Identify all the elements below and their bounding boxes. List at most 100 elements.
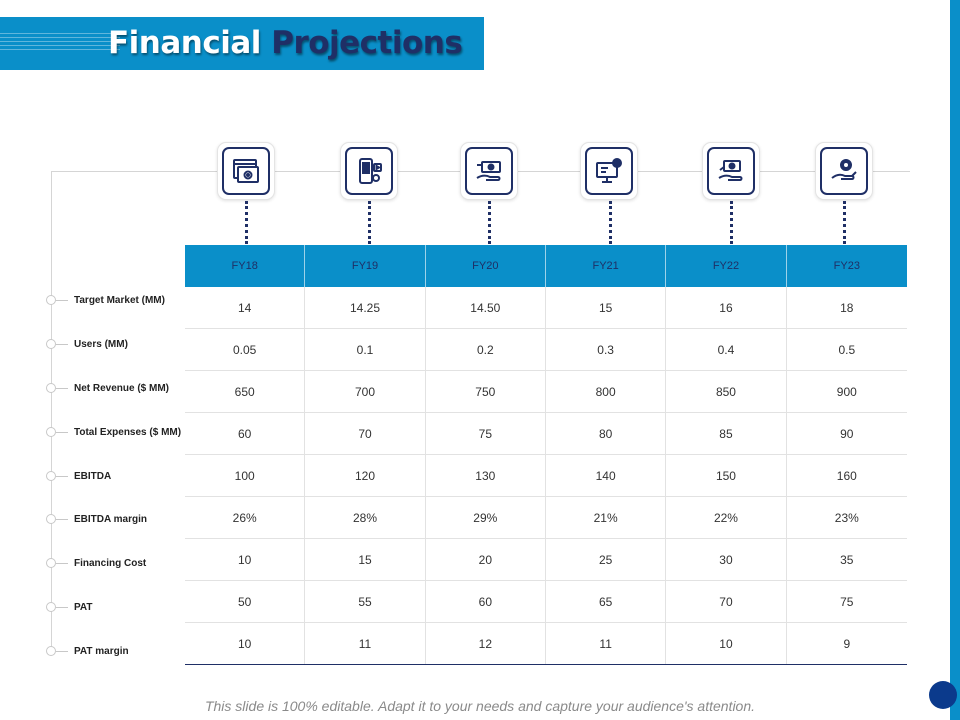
dotted-connector xyxy=(488,201,491,244)
table-cell: 0.2 xyxy=(426,329,546,370)
row-label-financing-cost: Financing Cost xyxy=(46,556,146,570)
table-cell: 70 xyxy=(305,413,426,454)
row-label-target-market: Target Market (MM) xyxy=(46,293,165,307)
table-cell: 55 xyxy=(305,581,426,622)
projections-table: FY18 FY19 FY20 FY21 FY22 FY23 14 14.25 1… xyxy=(185,245,907,665)
row-label-users: Users (MM) xyxy=(46,337,128,351)
table-cell: 16 xyxy=(666,287,787,328)
table-cell: 0.05 xyxy=(185,329,306,370)
table-cell: 60 xyxy=(185,413,306,454)
column-header: FY21 xyxy=(546,245,667,287)
right-accent-bar xyxy=(950,0,960,720)
monitor-code-gear-icon xyxy=(580,142,638,200)
table-cell: 0.1 xyxy=(305,329,426,370)
table-cell: 120 xyxy=(305,455,426,496)
table-cell: 850 xyxy=(666,371,787,412)
title-part-1: Financial xyxy=(108,25,261,61)
table-row: 60 70 75 80 85 90 xyxy=(185,413,907,455)
dotted-connector xyxy=(730,201,733,244)
page-title: Financial Projections xyxy=(108,25,463,61)
table-cell: 650 xyxy=(185,371,306,412)
row-label-text: EBITDA xyxy=(74,470,112,482)
dotted-connector xyxy=(843,201,846,244)
row-label-pat: PAT xyxy=(46,600,93,614)
table-cell: 11 xyxy=(546,623,667,664)
phone-media-icon xyxy=(340,142,398,200)
table-cell: 85 xyxy=(666,413,787,454)
table-cell: 140 xyxy=(546,455,667,496)
table-cell: 10 xyxy=(185,539,306,580)
row-label-ebitda: EBITDA xyxy=(46,469,111,483)
table-cell: 75 xyxy=(840,594,854,609)
corner-dot xyxy=(929,681,957,709)
table-cell: 30 xyxy=(666,539,787,580)
table-cell: 10 xyxy=(666,623,787,664)
row-label-text: EBITDA margin xyxy=(74,513,147,525)
column-header: FY22 xyxy=(666,245,787,287)
table-row: 14 14.25 14.50 15 16 18 xyxy=(185,287,907,329)
row-stub xyxy=(56,650,68,652)
table-cell: 14 xyxy=(185,287,306,328)
table-cell: 11 xyxy=(305,623,426,664)
row-stub xyxy=(56,299,68,301)
row-label-text: Net Revenue ($ MM) xyxy=(74,382,170,394)
footer-note: This slide is 100% editable. Adapt it to… xyxy=(204,698,756,714)
table-cell: 75 xyxy=(426,413,546,454)
table-cell: 26% xyxy=(185,497,306,538)
row-knob xyxy=(46,646,56,656)
table-cell: 9 xyxy=(843,636,851,651)
row-stub xyxy=(56,431,68,433)
table-cell: 35 xyxy=(840,552,854,567)
row-label-ebitda-margin: EBITDA margin xyxy=(46,512,147,526)
table-cell: 65 xyxy=(546,581,667,622)
table-row: 26% 28% 29% 21% 22% 23% xyxy=(185,497,907,539)
title-stripes xyxy=(0,33,120,53)
row-label-text: Financing Cost xyxy=(74,557,147,569)
table-header: FY18 FY19 FY20 FY21 FY22 FY23 xyxy=(185,245,907,287)
table-cell: 18 xyxy=(840,300,854,315)
table-cell: 160 xyxy=(836,468,857,483)
table-cell: 130 xyxy=(426,455,546,496)
table-cell: 750 xyxy=(426,371,546,412)
row-knob xyxy=(46,514,56,524)
table-cell: 90 xyxy=(840,426,854,441)
row-label-text: Users (MM) xyxy=(74,338,128,350)
table-cell: 14.25 xyxy=(305,287,426,328)
browser-settings-icon xyxy=(217,142,275,200)
hand-cash-icon xyxy=(702,142,760,200)
table-cell: 23% xyxy=(834,510,859,525)
table-cell: 10 xyxy=(185,623,306,664)
row-knob xyxy=(46,471,56,481)
table-row: 50 55 60 65 70 75 xyxy=(185,581,907,623)
table-cell: 60 xyxy=(426,581,546,622)
dotted-connector xyxy=(368,201,371,244)
row-knob xyxy=(46,427,56,437)
row-stub xyxy=(56,475,68,477)
table-row: 650 700 750 800 850 900 xyxy=(185,371,907,413)
table-cell: 20 xyxy=(426,539,546,580)
table-cell: 900 xyxy=(836,384,857,399)
hand-gear-icon xyxy=(815,142,873,200)
row-label-net-revenue: Net Revenue ($ MM) xyxy=(46,381,169,395)
table-cell: 100 xyxy=(185,455,306,496)
table-row: 10 11 12 11 10 9 xyxy=(185,623,907,665)
column-header: FY20 xyxy=(426,245,546,287)
table-cell: 15 xyxy=(546,287,667,328)
table-cell: 80 xyxy=(546,413,667,454)
hand-money-icon xyxy=(460,142,518,200)
row-label-text: PAT xyxy=(74,601,93,613)
table-cell: 0.4 xyxy=(666,329,787,370)
table-cell: 0.5 xyxy=(838,342,856,357)
row-stub xyxy=(56,387,68,389)
row-label-total-expenses: Total Expenses ($ MM) xyxy=(46,425,181,439)
row-stub xyxy=(56,562,68,564)
table-cell: 25 xyxy=(546,539,667,580)
row-stub xyxy=(56,606,68,608)
table-cell: 14.50 xyxy=(426,287,546,328)
row-label-text: Total Expenses ($ MM) xyxy=(74,426,182,438)
table-row: 10 15 20 25 30 35 xyxy=(185,539,907,581)
table-cell: 700 xyxy=(305,371,426,412)
dotted-connector xyxy=(609,201,612,244)
dotted-connector xyxy=(245,201,248,244)
row-stub xyxy=(56,518,68,520)
